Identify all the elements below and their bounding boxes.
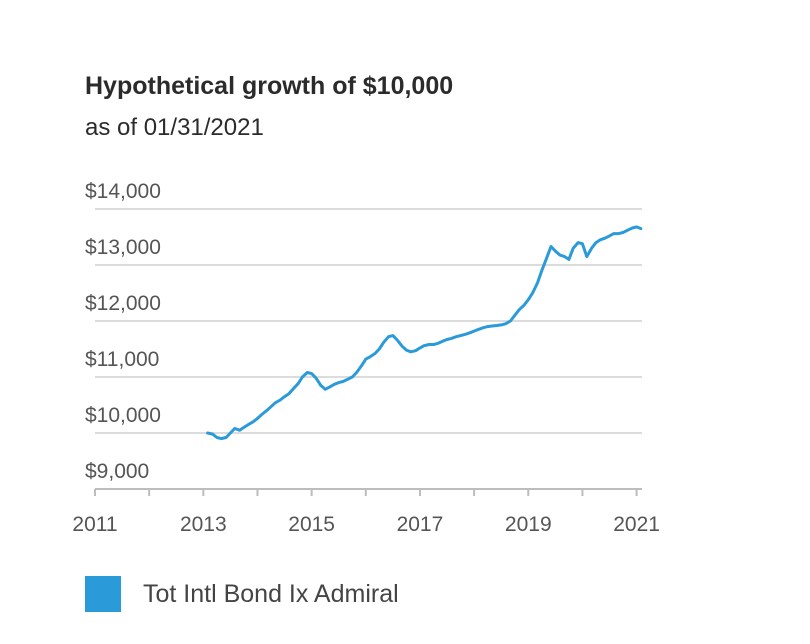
- chart-subtitle: as of 01/31/2021: [85, 114, 264, 141]
- y-tick-label: $14,000: [85, 180, 161, 203]
- chart-legend: Tot Intl Bond Ix Admiral: [85, 576, 399, 612]
- x-tick-label: 2019: [505, 513, 552, 536]
- legend-swatch: [85, 576, 121, 612]
- y-tick-label: $9,000: [85, 460, 149, 483]
- y-tick-label: $12,000: [85, 292, 161, 315]
- x-tick-label: 2017: [397, 513, 444, 536]
- legend-label: Tot Intl Bond Ix Admiral: [143, 579, 399, 608]
- y-tick-label: $13,000: [85, 236, 161, 259]
- y-tick-label: $11,000: [85, 348, 159, 371]
- series-line: [206, 225, 643, 441]
- x-tick-label: 2011: [72, 513, 117, 536]
- x-tick-label: 2021: [613, 513, 660, 536]
- x-tick-label: 2015: [288, 513, 335, 536]
- chart-title: Hypothetical growth of $10,000: [85, 72, 454, 100]
- y-tick-label: $10,000: [85, 404, 161, 427]
- x-tick-label: 2013: [180, 513, 227, 536]
